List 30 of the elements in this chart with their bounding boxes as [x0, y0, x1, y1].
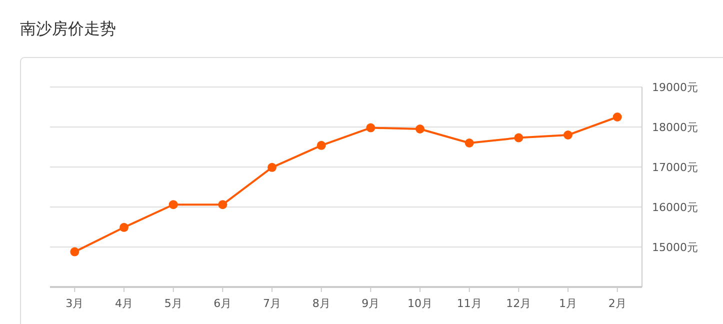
x-tick-label: 11月: [456, 297, 482, 310]
point: [416, 124, 424, 134]
point: [514, 133, 524, 142]
y-tick-label: 17000元: [652, 161, 698, 174]
chart-title: 南沙房价走势: [20, 19, 116, 38]
y-tick-label: 16000元: [652, 201, 698, 214]
x-tick-label: 3月: [66, 297, 84, 310]
point: [366, 123, 376, 132]
point: [564, 130, 572, 140]
x-tick-label: 1月: [559, 297, 577, 310]
point: [70, 247, 80, 256]
point: [120, 222, 128, 232]
x-tick-label: 10月: [408, 297, 432, 310]
y-tick-label: 15000元: [652, 241, 698, 254]
y-tick-label: 18000元: [652, 121, 698, 134]
point: [316, 140, 326, 150]
x-tick-label: 9月: [362, 297, 380, 310]
point: [218, 200, 228, 210]
x-tick-label: 6月: [214, 297, 232, 310]
x-tick-label: 12月: [506, 297, 532, 310]
x-tick-label: 8月: [312, 297, 330, 310]
point: [268, 162, 276, 172]
x-tick-label: 7月: [263, 297, 281, 310]
y-tick-label: 19000元: [652, 81, 698, 94]
x-tick-label: 4月: [115, 297, 133, 310]
point: [464, 138, 474, 148]
x-tick-label: 2月: [608, 297, 626, 310]
point: [168, 200, 178, 210]
x-tick-label: 5月: [164, 297, 182, 310]
point: [612, 112, 622, 122]
